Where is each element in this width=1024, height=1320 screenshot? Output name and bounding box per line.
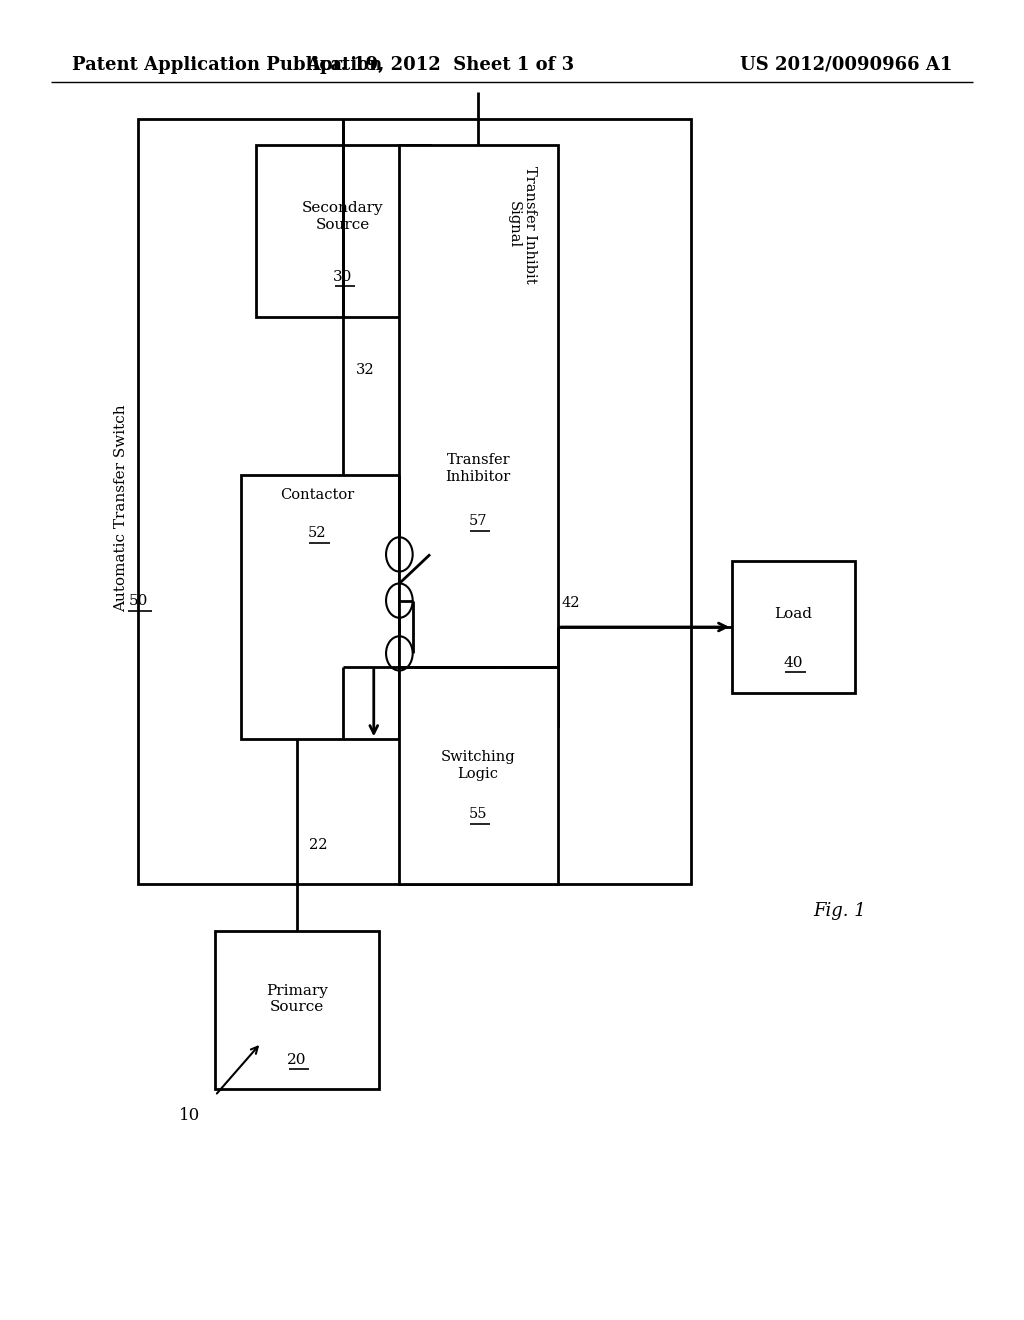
Text: 57: 57 [469, 515, 487, 528]
FancyBboxPatch shape [256, 145, 430, 317]
Text: Patent Application Publication: Patent Application Publication [72, 55, 382, 74]
FancyBboxPatch shape [215, 931, 379, 1089]
Text: Contactor: Contactor [281, 488, 354, 502]
FancyBboxPatch shape [399, 145, 558, 726]
Text: 30: 30 [334, 271, 352, 284]
FancyBboxPatch shape [732, 561, 855, 693]
Text: Apr. 19, 2012  Sheet 1 of 3: Apr. 19, 2012 Sheet 1 of 3 [306, 55, 574, 74]
Text: Secondary
Source: Secondary Source [302, 202, 384, 231]
Text: 20: 20 [287, 1053, 307, 1067]
Text: 52: 52 [308, 527, 327, 540]
FancyBboxPatch shape [241, 475, 399, 739]
Text: 32: 32 [356, 363, 375, 376]
Text: Transfer Inhibit
Signal: Transfer Inhibit Signal [507, 165, 538, 284]
Text: Primary
Source: Primary Source [266, 985, 328, 1014]
Text: 10: 10 [179, 1107, 200, 1123]
Text: Switching
Logic: Switching Logic [441, 751, 515, 780]
Text: US 2012/0090966 A1: US 2012/0090966 A1 [740, 55, 952, 74]
Text: Load: Load [774, 607, 813, 620]
FancyBboxPatch shape [399, 667, 558, 884]
Text: 55: 55 [469, 808, 487, 821]
Text: 50: 50 [129, 594, 147, 607]
FancyBboxPatch shape [138, 119, 691, 884]
Text: Transfer
Inhibitor: Transfer Inhibitor [445, 454, 511, 483]
Text: 42: 42 [561, 595, 580, 610]
Text: Fig. 1: Fig. 1 [813, 902, 866, 920]
Text: Automatic Transfer Switch: Automatic Transfer Switch [114, 404, 128, 612]
Text: 22: 22 [309, 838, 328, 851]
Text: 40: 40 [783, 656, 804, 669]
